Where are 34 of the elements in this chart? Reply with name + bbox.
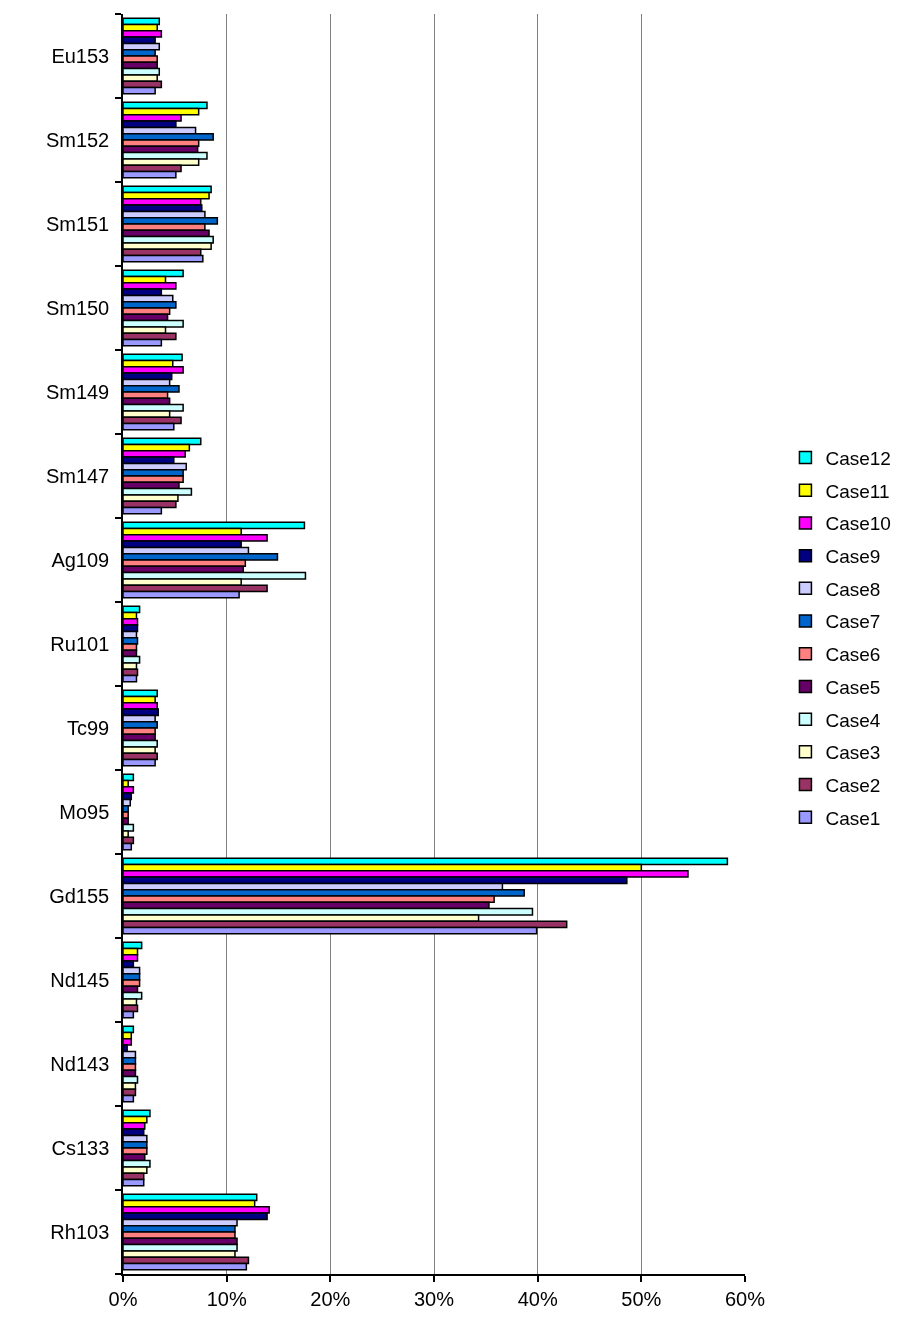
legend-label: Case6 xyxy=(825,644,881,666)
y-tick-label: Nd145 xyxy=(50,969,110,991)
y-tick-label: Ag109 xyxy=(51,549,110,571)
x-tick-label: 50% xyxy=(621,1287,662,1310)
legend-label: Case1 xyxy=(825,807,881,829)
legend-label: Case5 xyxy=(825,676,881,698)
legend-label: Case12 xyxy=(825,447,891,469)
legend-label: Case2 xyxy=(825,774,881,796)
y-tick-label: Mo95 xyxy=(59,801,110,823)
y-tick-label: Cs133 xyxy=(51,1137,110,1159)
x-tick-label: 10% xyxy=(206,1287,247,1310)
legend-label: Case10 xyxy=(825,513,891,535)
y-tick-label: Nd143 xyxy=(50,1053,110,1075)
legend-label: Case11 xyxy=(825,480,890,502)
y-tick-label: Sm151 xyxy=(45,213,110,235)
y-tick-label: Eu153 xyxy=(51,45,110,67)
y-tick-label: Tc99 xyxy=(67,717,110,739)
x-tick-label: 0% xyxy=(108,1287,138,1310)
x-tick-label: 40% xyxy=(517,1287,558,1310)
y-tick-label: Sm152 xyxy=(45,129,110,151)
y-tick-label: Ru101 xyxy=(50,633,110,655)
x-tick-label: 20% xyxy=(310,1287,351,1310)
legend-label: Case8 xyxy=(825,578,881,600)
x-tick-label: 30% xyxy=(413,1287,455,1310)
y-tick-label: Sm147 xyxy=(45,465,110,487)
y-tick-label: Rh103 xyxy=(50,1221,110,1243)
y-tick-label: Gd155 xyxy=(49,885,110,907)
legend-label: Case4 xyxy=(825,709,881,731)
y-tick-label: Sm149 xyxy=(45,381,110,403)
legend-label: Case3 xyxy=(825,742,881,764)
x-tick-label: 60% xyxy=(724,1287,766,1310)
legend-label: Case9 xyxy=(825,546,881,568)
y-tick-label: Sm150 xyxy=(45,297,110,319)
legend-label: Case7 xyxy=(825,611,881,633)
